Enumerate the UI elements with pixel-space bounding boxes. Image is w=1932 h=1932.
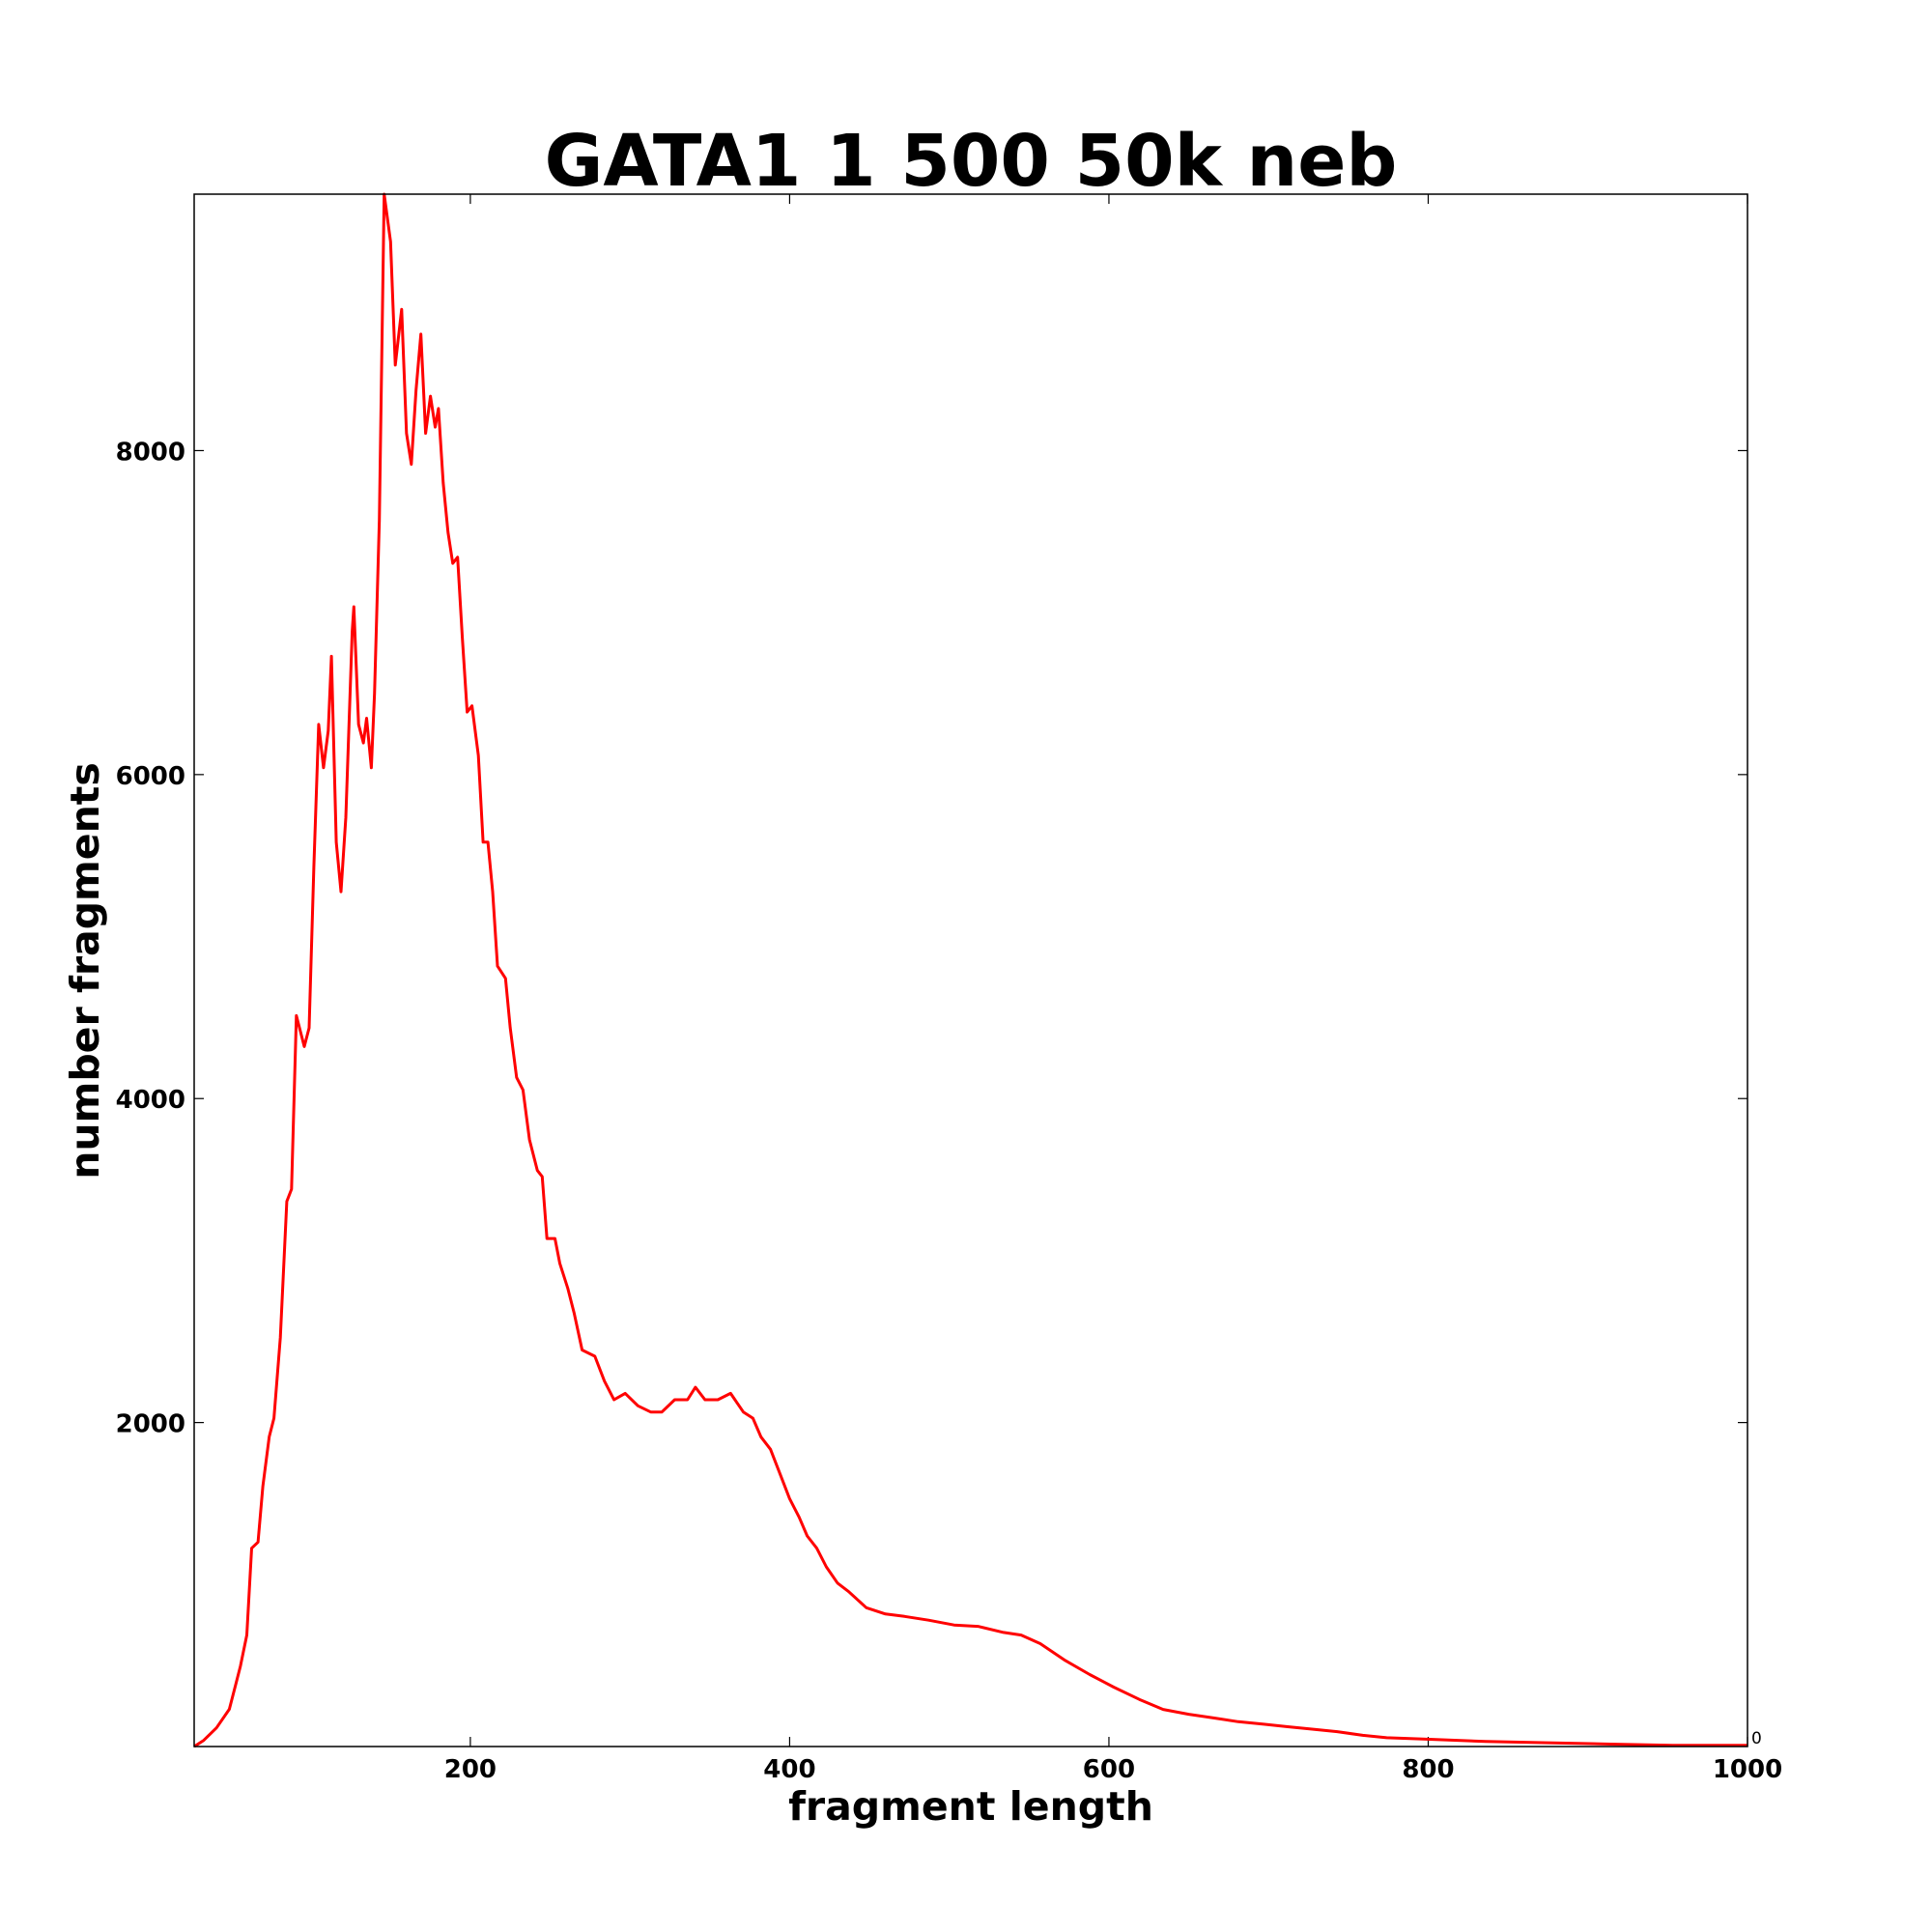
x-tick-label: 400 bbox=[763, 1755, 815, 1784]
x-tick-label: 200 bbox=[444, 1755, 497, 1784]
chart-title: GATA1 1 500 50k neb bbox=[545, 120, 1398, 203]
fragments-series-line bbox=[193, 192, 1747, 1748]
right-axis-zero-label: 0 bbox=[1751, 1729, 1762, 1748]
x-tick-label: 1000 bbox=[1713, 1755, 1782, 1784]
y-axis-ticks: 2000 4000 6000 8000 bbox=[116, 438, 1747, 1439]
y-tick-label: 6000 bbox=[116, 762, 185, 791]
y-tick-label: 4000 bbox=[116, 1086, 185, 1115]
plot-area-frame bbox=[193, 193, 1748, 1747]
x-axis-label: fragment length bbox=[788, 1783, 1153, 1830]
y-tick-label: 8000 bbox=[116, 438, 185, 467]
x-tick-label: 600 bbox=[1083, 1755, 1135, 1784]
x-tick-label: 800 bbox=[1402, 1755, 1454, 1784]
x-axis-ticks: 200 400 600 800 1000 bbox=[444, 194, 1782, 1784]
y-axis-label: number fragments bbox=[62, 762, 108, 1179]
y-tick-label: 2000 bbox=[116, 1410, 185, 1439]
